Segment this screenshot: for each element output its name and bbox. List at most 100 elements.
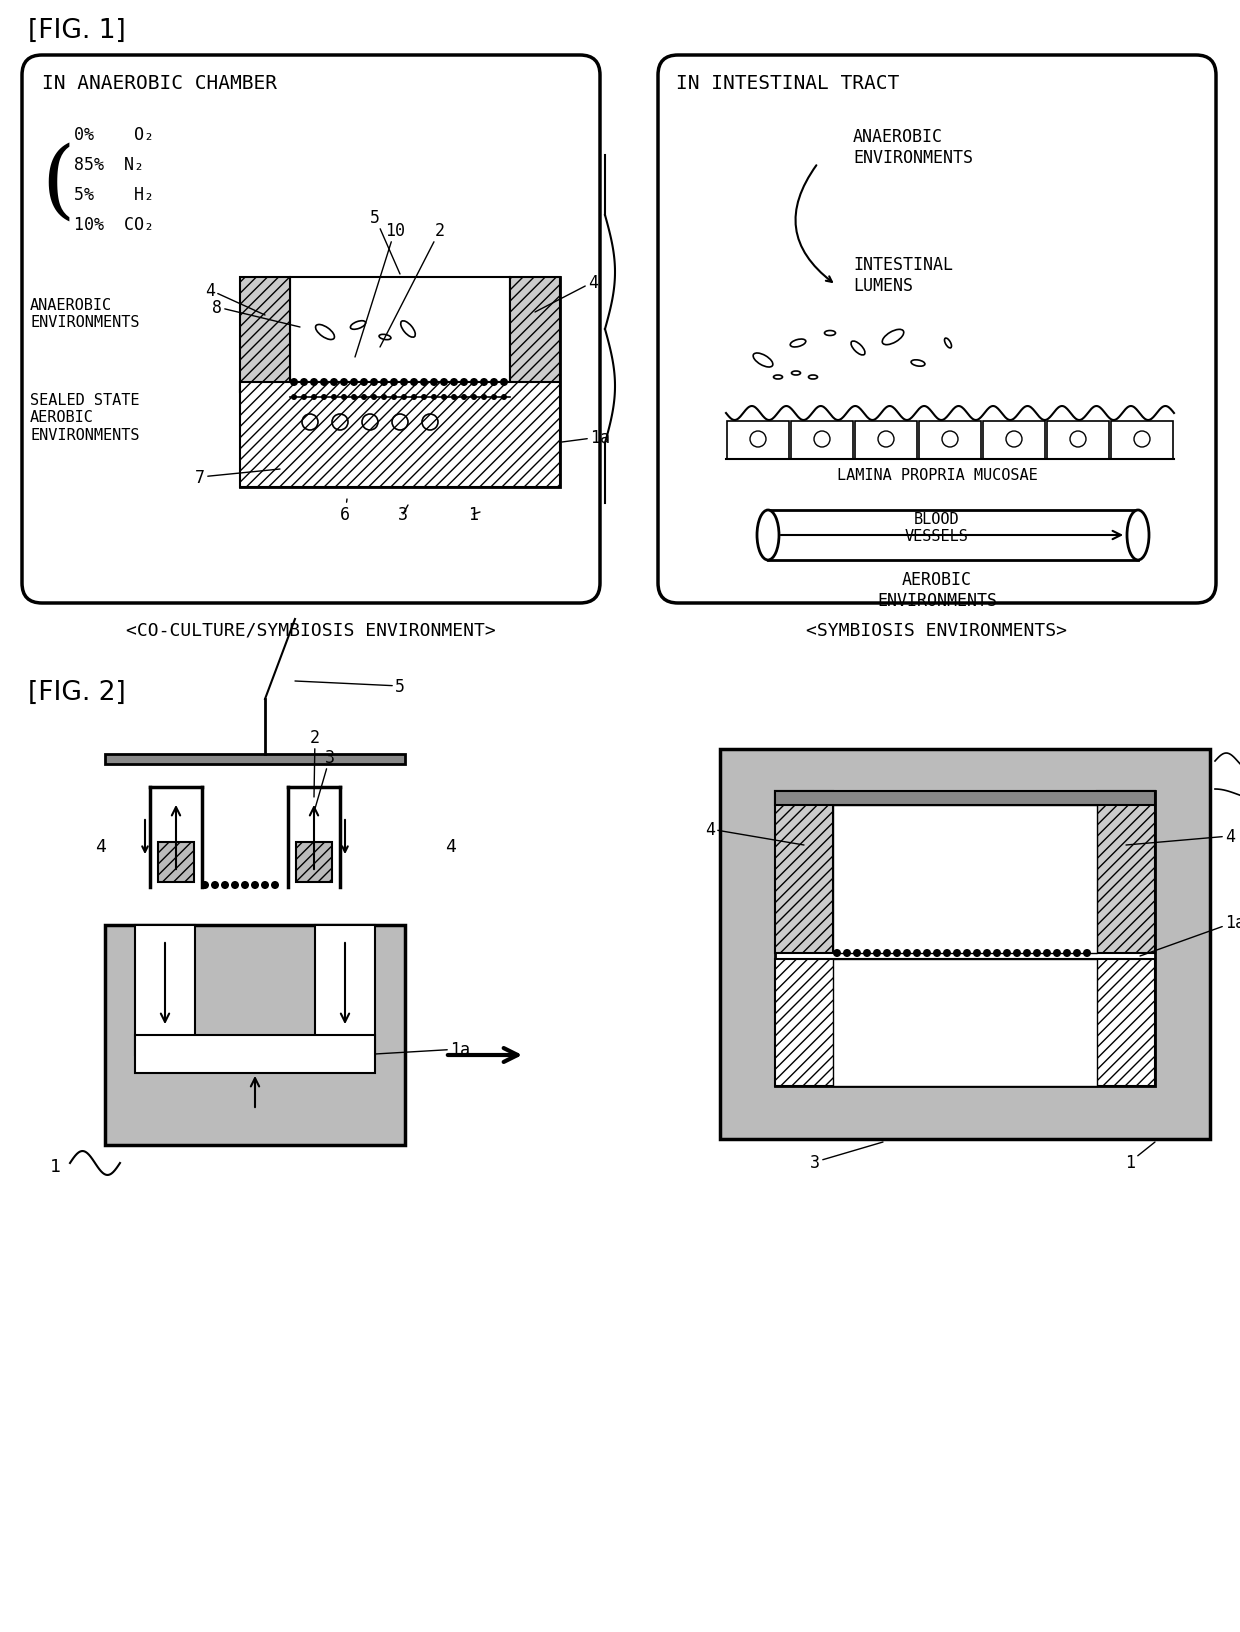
Circle shape (471, 395, 477, 401)
FancyBboxPatch shape (658, 55, 1216, 604)
Bar (1111, 421, 1173, 460)
Circle shape (1023, 950, 1030, 958)
Bar (290, 277, 510, 384)
Circle shape (211, 881, 219, 889)
Circle shape (932, 950, 941, 958)
Text: ANAEROBIC
ENVIRONMENTS: ANAEROBIC ENVIRONMENTS (30, 297, 139, 330)
Text: SEALED STATE
AEROBIC
ENVIRONMENTS: SEALED STATE AEROBIC ENVIRONMENTS (30, 393, 139, 442)
Text: 2: 2 (379, 222, 445, 348)
Text: 3: 3 (398, 506, 408, 524)
Circle shape (361, 395, 367, 401)
Circle shape (321, 395, 327, 401)
Circle shape (501, 395, 507, 401)
Text: 4: 4 (94, 837, 105, 855)
Text: AEROBIC
ENVIRONMENTS: AEROBIC ENVIRONMENTS (877, 571, 997, 609)
Circle shape (291, 395, 298, 401)
Bar (775, 792, 1154, 1087)
Text: IN INTESTINAL TRACT: IN INTESTINAL TRACT (676, 73, 899, 93)
Text: 4: 4 (205, 282, 265, 317)
Circle shape (250, 881, 259, 889)
Circle shape (320, 379, 329, 387)
Bar (833, 960, 1097, 1087)
Circle shape (1063, 950, 1071, 958)
Bar (919, 421, 981, 460)
FancyBboxPatch shape (22, 55, 600, 604)
Bar (1097, 792, 1154, 953)
Text: 4: 4 (534, 274, 598, 313)
Circle shape (500, 379, 508, 387)
Circle shape (422, 395, 427, 401)
Bar (241, 277, 290, 393)
Text: 6: 6 (340, 499, 350, 524)
Circle shape (450, 379, 458, 387)
Circle shape (883, 950, 892, 958)
Text: 10: 10 (355, 222, 405, 357)
Circle shape (241, 881, 249, 889)
Circle shape (1053, 950, 1061, 958)
Circle shape (491, 395, 497, 401)
Circle shape (942, 950, 951, 958)
Text: IN ANAEROBIC CHAMBER: IN ANAEROBIC CHAMBER (42, 73, 277, 93)
Circle shape (410, 379, 418, 387)
Text: ANAEROBIC
ENVIRONMENTS: ANAEROBIC ENVIRONMENTS (853, 127, 973, 166)
Circle shape (370, 379, 378, 387)
Bar (157, 842, 193, 883)
Circle shape (260, 881, 269, 889)
Bar (768, 511, 1138, 561)
Circle shape (231, 881, 239, 889)
Circle shape (391, 379, 398, 387)
Text: 5%    H₂: 5% H₂ (74, 186, 154, 204)
Bar (983, 421, 1045, 460)
Bar (775, 792, 833, 953)
Text: 0%    O₂: 0% O₂ (74, 126, 154, 144)
Circle shape (391, 395, 397, 401)
Circle shape (350, 379, 358, 387)
Circle shape (290, 379, 298, 387)
Circle shape (913, 950, 921, 958)
Circle shape (311, 395, 317, 401)
Circle shape (341, 395, 347, 401)
Circle shape (954, 950, 961, 958)
Text: 5: 5 (370, 209, 401, 274)
Circle shape (432, 395, 436, 401)
Text: 1: 1 (1125, 1142, 1154, 1172)
Bar (105, 754, 405, 764)
Text: 1a: 1a (374, 1040, 470, 1058)
Text: (: ( (41, 142, 74, 225)
Bar (1047, 421, 1109, 460)
Text: 1: 1 (50, 1157, 61, 1175)
Circle shape (441, 395, 446, 401)
Circle shape (351, 395, 357, 401)
Bar (296, 842, 332, 883)
Ellipse shape (756, 511, 779, 561)
Text: LAMINA PROPRIA MUCOSAE: LAMINA PROPRIA MUCOSAE (837, 468, 1038, 483)
Text: 4: 4 (445, 837, 455, 855)
Circle shape (371, 395, 377, 401)
Circle shape (381, 395, 387, 401)
Bar (105, 925, 405, 1146)
Circle shape (480, 379, 489, 387)
Circle shape (973, 950, 981, 958)
Bar (791, 421, 853, 460)
Text: 4: 4 (1126, 827, 1235, 845)
Bar (775, 960, 1154, 1087)
Circle shape (360, 379, 368, 387)
Circle shape (490, 379, 498, 387)
Circle shape (893, 950, 901, 958)
Bar (720, 749, 1210, 1139)
Circle shape (420, 379, 428, 387)
Text: [FIG. 2]: [FIG. 2] (29, 679, 125, 705)
Text: 4: 4 (706, 821, 804, 845)
Circle shape (963, 950, 971, 958)
Circle shape (923, 950, 931, 958)
Circle shape (983, 950, 991, 958)
Circle shape (873, 950, 880, 958)
Text: 5: 5 (295, 677, 405, 695)
Bar (241, 384, 560, 488)
Text: 1a: 1a (562, 429, 610, 447)
Circle shape (410, 395, 417, 401)
Text: [FIG. 1]: [FIG. 1] (29, 18, 125, 44)
Circle shape (461, 395, 467, 401)
Bar (510, 277, 560, 393)
Circle shape (903, 950, 911, 958)
